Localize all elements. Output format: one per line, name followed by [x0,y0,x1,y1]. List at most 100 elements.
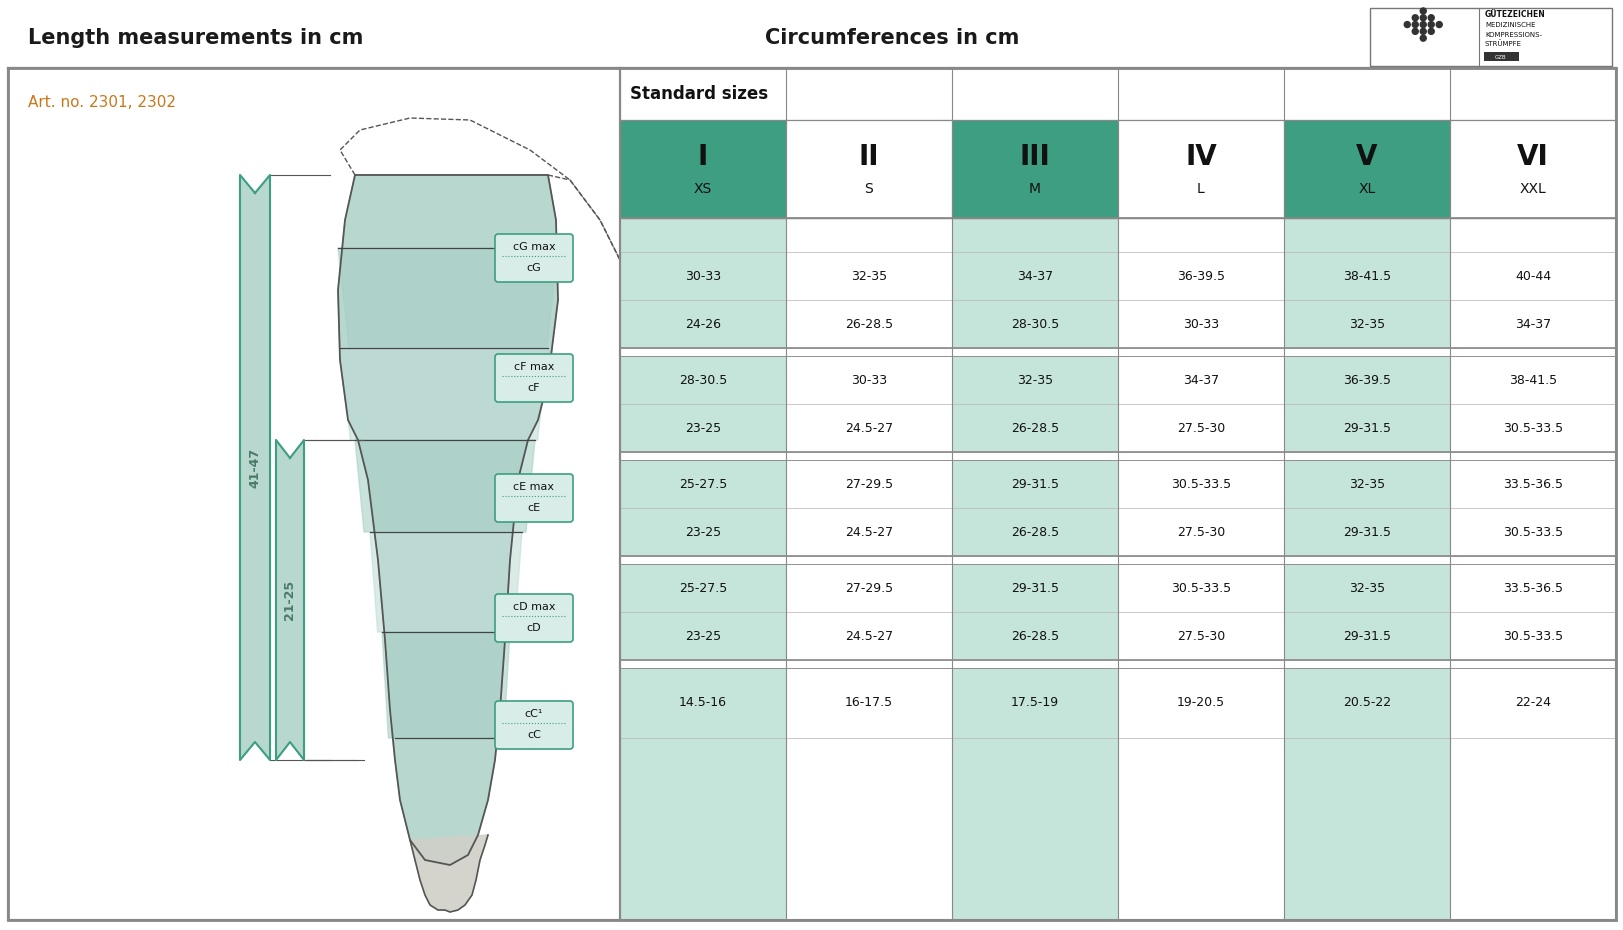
Bar [786,668,951,738]
Circle shape [1412,15,1417,20]
Text: 34-37: 34-37 [1016,270,1052,283]
Circle shape [1412,28,1417,34]
Bar [1284,300,1449,348]
Circle shape [1427,15,1433,20]
Text: 26-28.5: 26-28.5 [1010,525,1058,538]
Bar [1284,252,1449,300]
Bar [786,404,951,452]
Text: 32-35: 32-35 [850,270,886,283]
Text: L: L [1196,182,1204,196]
Polygon shape [276,440,304,760]
Text: XS: XS [693,182,712,196]
Text: 25-27.5: 25-27.5 [678,581,727,594]
Bar [1449,460,1615,508]
Text: 30.5-33.5: 30.5-33.5 [1170,477,1230,490]
Bar [1449,738,1615,920]
Text: 33.5-36.5: 33.5-36.5 [1501,477,1561,490]
Bar [1284,612,1449,660]
Text: GZB: GZB [1495,55,1506,60]
Text: 30.5-33.5: 30.5-33.5 [1501,630,1561,643]
Text: cG: cG [526,263,540,273]
Bar [1284,404,1449,452]
Text: cE max: cE max [513,482,553,492]
Bar [620,564,786,612]
Text: 33.5-36.5: 33.5-36.5 [1501,581,1561,594]
Polygon shape [339,348,547,440]
Text: cC¹: cC¹ [524,709,542,719]
Text: III: III [1019,143,1050,171]
Text: 19-20.5: 19-20.5 [1177,697,1224,710]
Text: 28-30.5: 28-30.5 [678,374,727,387]
Bar [620,68,1615,120]
Text: 26-28.5: 26-28.5 [844,317,893,330]
Bar [620,120,786,218]
Bar [1117,404,1284,452]
Text: cF: cF [527,383,540,393]
Circle shape [1427,28,1433,34]
Text: 34-37: 34-37 [1182,374,1219,387]
Text: cG max: cG max [513,242,555,252]
Bar [951,218,1117,252]
Bar [951,508,1117,556]
Text: 36-39.5: 36-39.5 [1342,374,1391,387]
Text: cE: cE [527,503,540,513]
Bar [786,300,951,348]
FancyBboxPatch shape [495,474,573,522]
Circle shape [1420,21,1425,28]
Text: 21-25: 21-25 [284,580,297,620]
Text: M: M [1029,182,1040,196]
Bar [786,356,951,404]
Text: II: II [859,143,878,171]
Text: 41-47: 41-47 [248,447,261,487]
Text: 14.5-16: 14.5-16 [678,697,727,710]
Bar [1449,404,1615,452]
Text: 38-41.5: 38-41.5 [1508,374,1556,387]
Bar [1449,612,1615,660]
Text: 38-41.5: 38-41.5 [1342,270,1391,283]
Bar [786,120,951,218]
Bar [1449,120,1615,218]
Text: 32-35: 32-35 [1349,317,1384,330]
Text: 32-35: 32-35 [1016,374,1052,387]
Circle shape [1420,15,1425,20]
Bar [1117,564,1284,612]
Circle shape [1435,21,1441,28]
Circle shape [1412,21,1417,28]
Bar [1117,460,1284,508]
Bar [1117,120,1284,218]
Bar [786,460,951,508]
Text: 17.5-19: 17.5-19 [1010,697,1058,710]
Bar [786,612,951,660]
Bar [1284,564,1449,612]
Bar [8,68,620,920]
Text: 27.5-30: 27.5-30 [1177,421,1224,434]
Bar [1370,8,1612,66]
Polygon shape [355,440,534,532]
Bar [1284,356,1449,404]
Text: MEDIZINISCHE: MEDIZINISCHE [1483,22,1534,29]
Bar [620,612,786,660]
Bar [620,252,786,300]
Bar [951,612,1117,660]
Bar [951,404,1117,452]
Circle shape [1420,28,1425,34]
Text: 32-35: 32-35 [1349,581,1384,594]
Text: 27.5-30: 27.5-30 [1177,630,1224,643]
Text: 29-31.5: 29-31.5 [1342,421,1391,434]
Text: 22-24: 22-24 [1514,697,1550,710]
Text: Circumferences in cm: Circumferences in cm [764,28,1019,48]
Text: 25-27.5: 25-27.5 [678,477,727,490]
Bar [786,218,951,252]
Bar [1117,252,1284,300]
Text: I: I [698,143,708,171]
Bar [620,300,786,348]
Text: 30.5-33.5: 30.5-33.5 [1501,421,1561,434]
Text: 27.5-30: 27.5-30 [1177,525,1224,538]
Text: 29-31.5: 29-31.5 [1011,581,1058,594]
Text: Length measurements in cm: Length measurements in cm [28,28,364,48]
Text: 24.5-27: 24.5-27 [844,525,893,538]
Bar [1449,668,1615,738]
Bar [1449,300,1615,348]
Text: cD max: cD max [513,602,555,612]
Text: XL: XL [1357,182,1375,196]
